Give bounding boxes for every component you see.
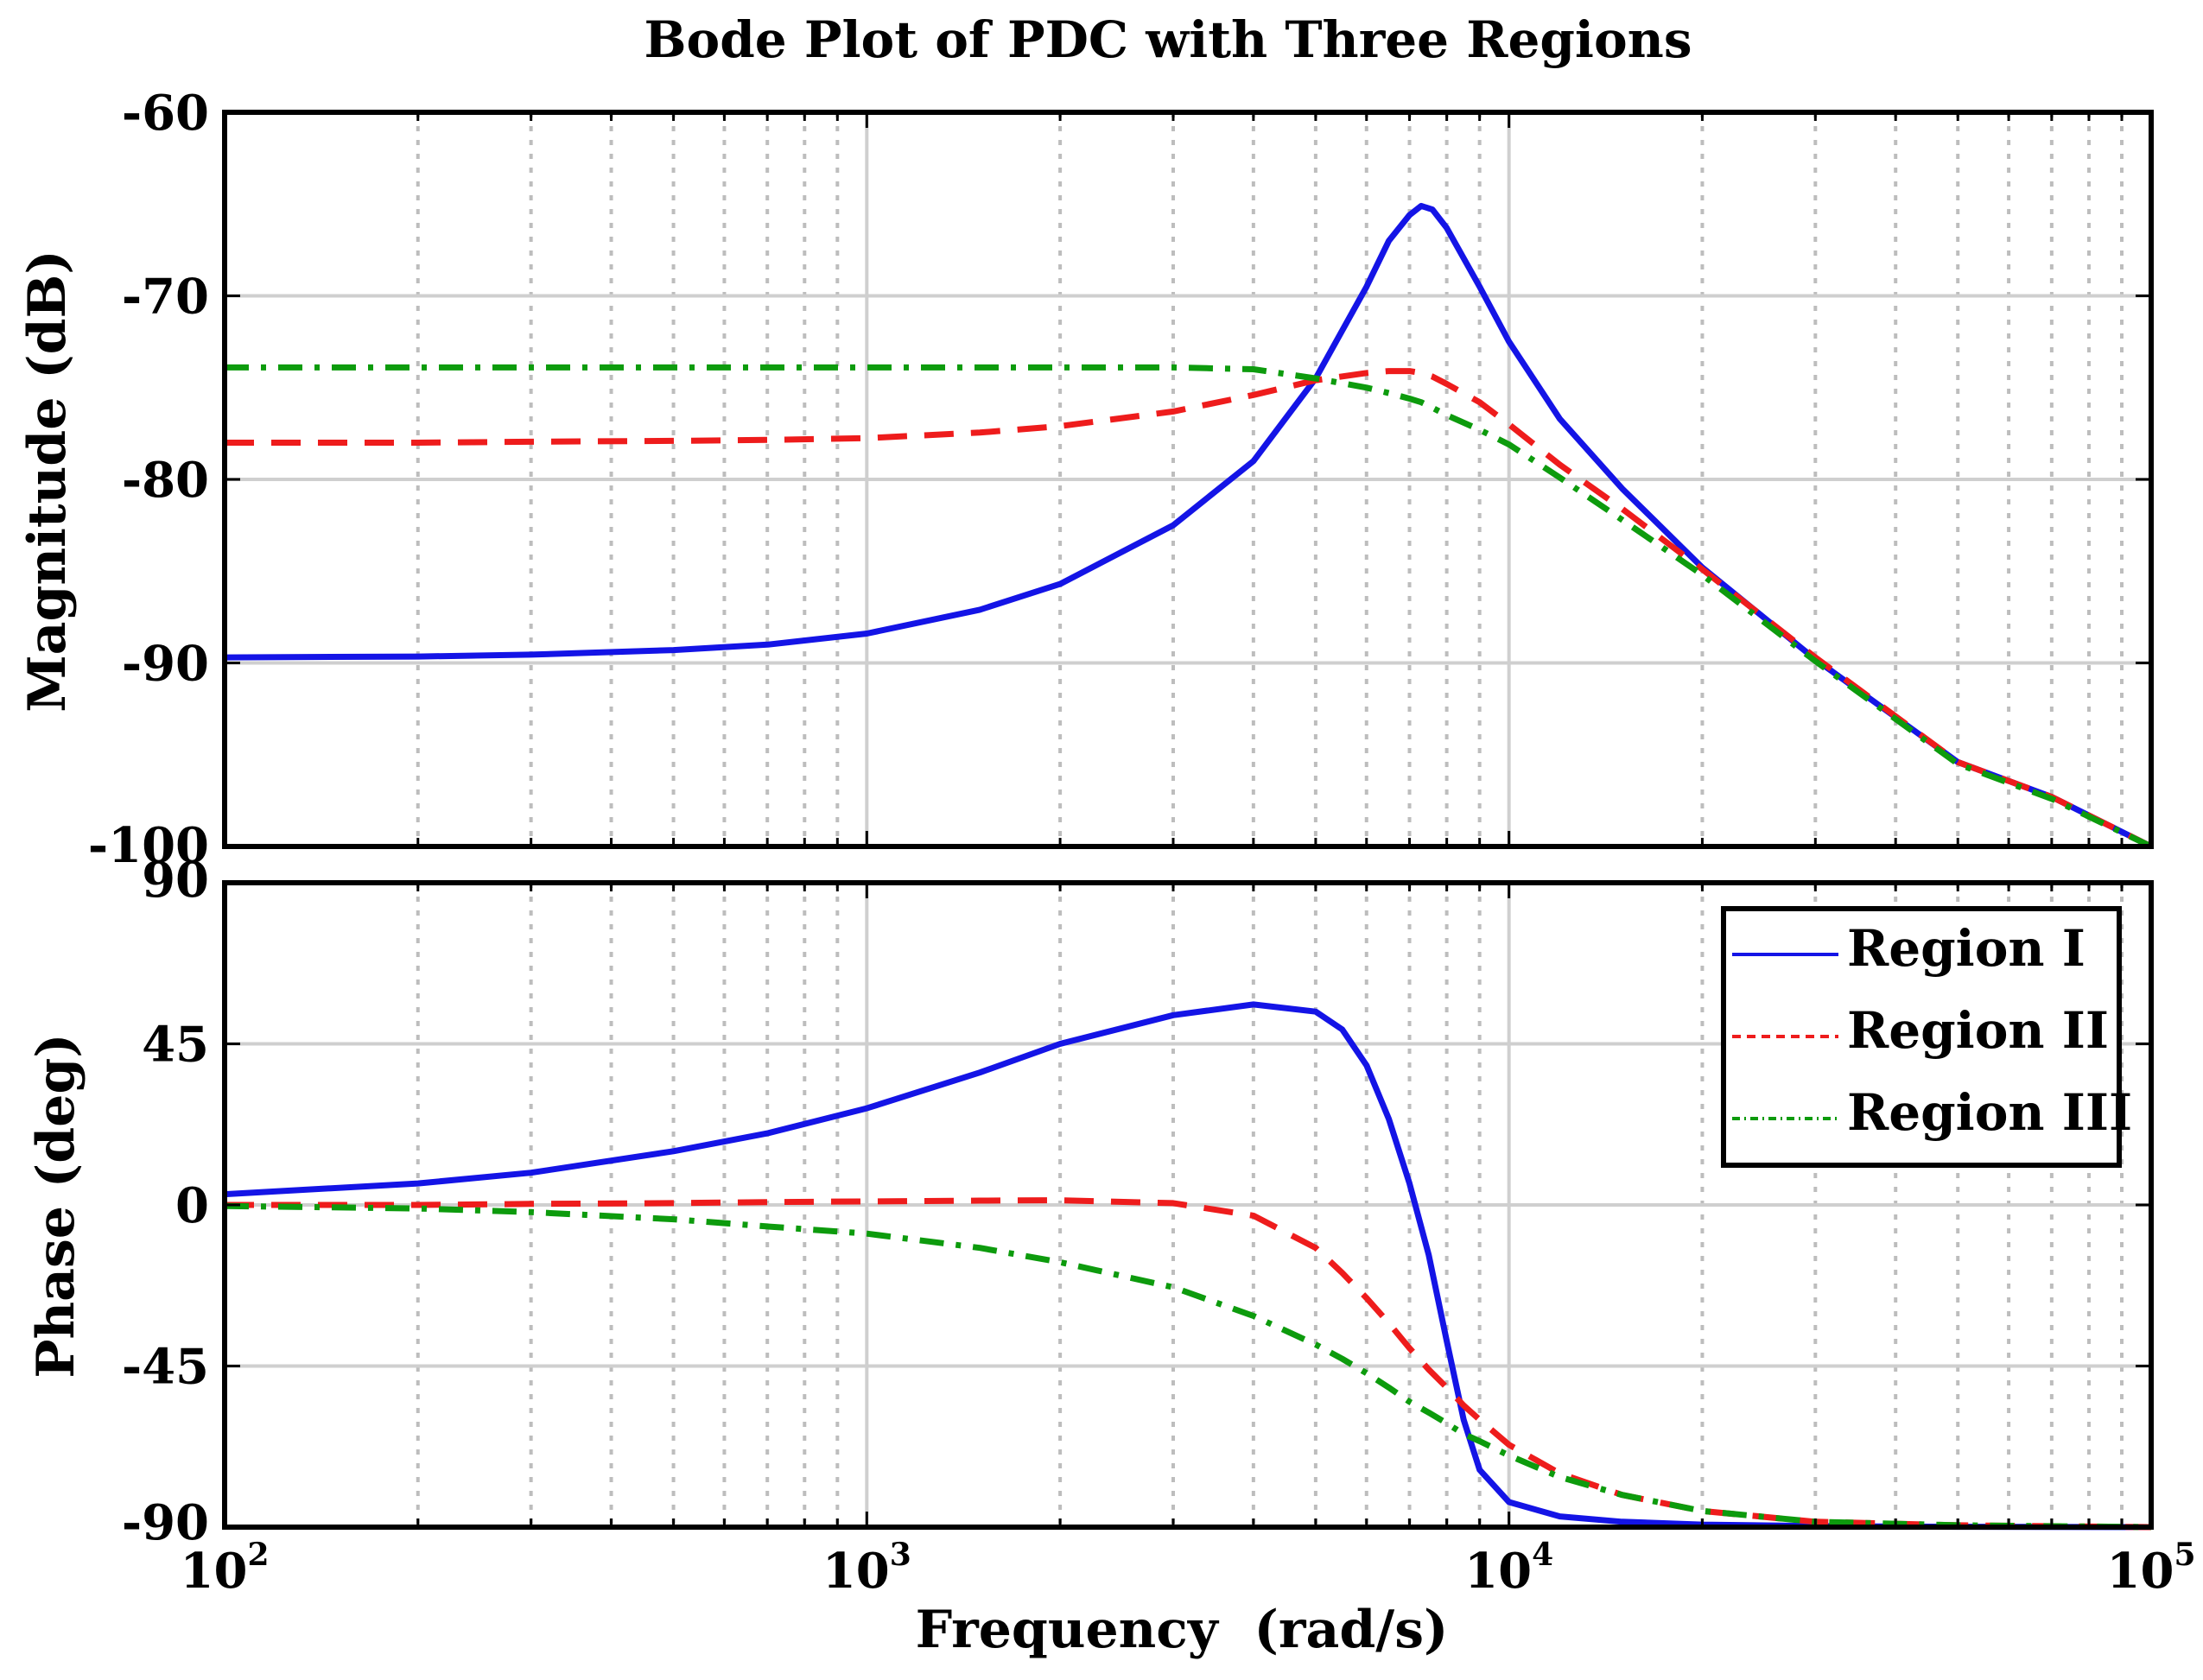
y-tick-label: 0 [175, 1177, 209, 1234]
phase-lines [224, 1001, 2152, 1531]
x-tick-label: 104 [1464, 1537, 1553, 1600]
phase-y-tick-labels: -90 -45 0 45 90 [122, 852, 209, 1551]
x-tick-label: 102 [181, 1537, 270, 1600]
legend-box [1721, 906, 2122, 1168]
y-tick-label: -100 [88, 817, 209, 874]
mag-line-region-ii [225, 368, 2153, 850]
magnitude-y-axis-label: Magnitude (dB) [17, 250, 78, 712]
x-tick-label: 103 [822, 1537, 911, 1600]
x-axis-label: Frequency (rad/s) [916, 1600, 1449, 1660]
ph-line-region-ii [225, 1197, 2152, 1531]
y-tick-label: -45 [122, 1339, 209, 1396]
magnitude-frame [222, 110, 2154, 849]
ph-axes-box [222, 880, 2154, 1530]
legend-label-region-iii: Region III [1847, 1083, 2132, 1142]
x-tick-label: 105 [2107, 1537, 2196, 1600]
y-tick-label: 45 [142, 1017, 209, 1074]
y-tick-label: -90 [122, 636, 209, 693]
chart-title: Bode Plot of PDC with Three Regions [644, 10, 1692, 69]
legend: Region I Region II Region III [1721, 906, 2132, 1168]
x-tick-labels: 102 103 104 105 [181, 1537, 2196, 1600]
y-tick-label: -70 [122, 269, 209, 326]
phase-y-axis-label: Phase (deg) [26, 1033, 86, 1378]
magnitude-lines [224, 202, 2153, 850]
legend-label-region-i: Region I [1847, 919, 2086, 978]
mag-axes-box [222, 110, 2154, 849]
ph-line-region-iii [224, 1202, 2152, 1531]
magnitude-grid [225, 112, 2151, 846]
y-tick-label: 90 [142, 852, 209, 909]
y-tick-label: -90 [122, 1494, 209, 1551]
legend-label-region-ii: Region II [1847, 1001, 2109, 1060]
y-tick-label: -60 [122, 85, 209, 142]
magnitude-panel: -100 -90 -80 -70 -60 Magnitude (dB) [17, 85, 2154, 874]
ph-line-region-i [224, 1001, 2152, 1531]
y-tick-label: -80 [122, 452, 209, 509]
phase-panel: -90 -45 0 45 90 Phase (deg) [26, 852, 2154, 1551]
phase-frame [222, 880, 2154, 1530]
mag-line-region-iii [225, 364, 2153, 850]
mag-line-region-i [224, 202, 2153, 850]
magnitude-y-tick-labels: -100 -90 -80 -70 -60 [88, 85, 209, 874]
